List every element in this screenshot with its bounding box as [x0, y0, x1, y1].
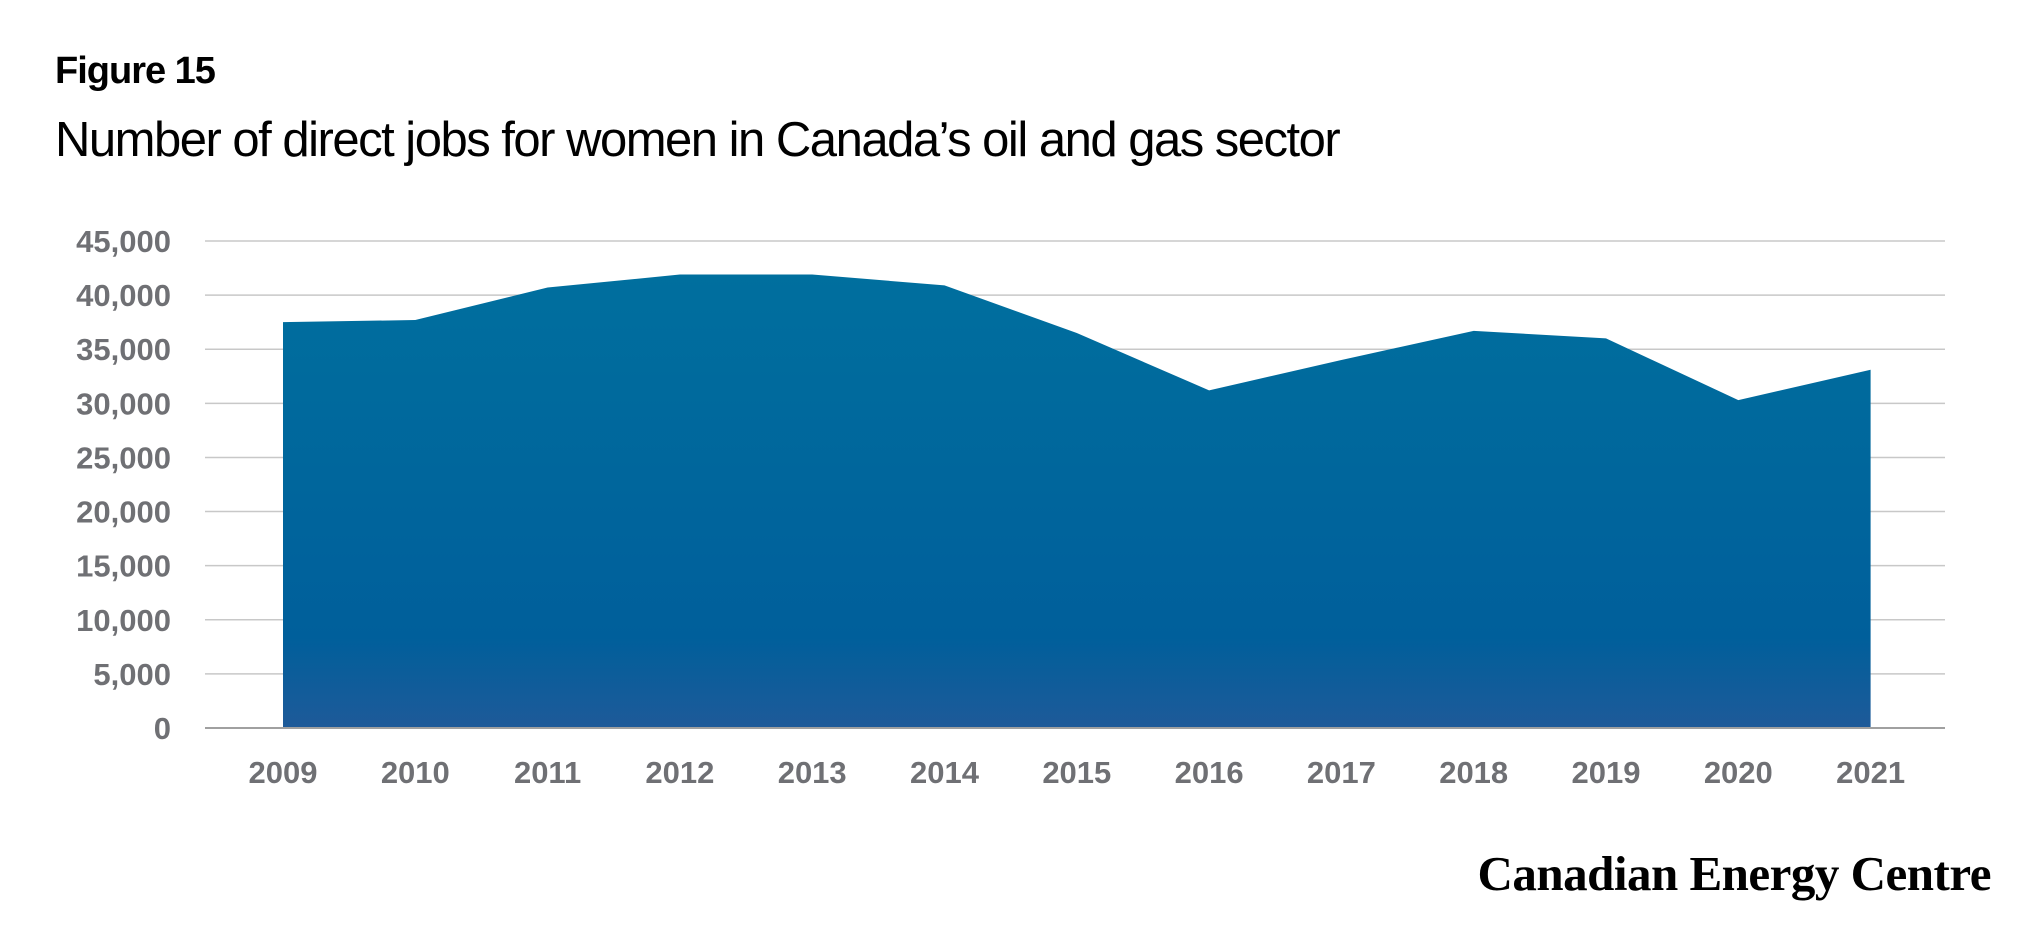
area-series: [283, 274, 1871, 728]
x-tick-label: 2013: [778, 755, 847, 790]
x-tick-label: 2020: [1704, 755, 1773, 790]
data-area: [283, 274, 1871, 728]
chart-title: Number of direct jobs for women in Canad…: [55, 113, 1341, 167]
x-tick-label: 2021: [1836, 755, 1905, 790]
y-axis-tick-labels: 0 5,000 10,000 15,000 20,000 25,000 30,000 35,0…: [76, 224, 171, 746]
x-axis-tick-labels: 2009 2010 2011 2012 2013 2014 2015 2016 2017 2018…: [249, 755, 1906, 790]
y-tick-label: 30,000: [76, 386, 171, 421]
y-tick-label: 10,000: [76, 603, 171, 638]
x-tick-label: 2015: [1042, 755, 1111, 790]
x-tick-label: 2018: [1439, 755, 1508, 790]
y-tick-label: 40,000: [76, 278, 171, 313]
x-tick-label: 2019: [1572, 755, 1641, 790]
brand-logo: Canadian Energy Centre: [1477, 846, 1991, 901]
x-tick-label: 2011: [514, 755, 581, 790]
y-tick-label: 5,000: [93, 657, 171, 692]
y-tick-label: 45,000: [76, 224, 171, 259]
y-tick-label: 20,000: [76, 495, 171, 530]
y-tick-label: 0: [154, 711, 171, 746]
figure-label: Figure 15: [55, 50, 216, 92]
x-tick-label: 2010: [381, 755, 450, 790]
x-tick-label: 2016: [1175, 755, 1244, 790]
y-tick-label: 15,000: [76, 549, 171, 584]
x-tick-label: 2017: [1307, 755, 1376, 790]
x-tick-label: 2012: [645, 755, 714, 790]
x-tick-label: 2009: [249, 755, 318, 790]
y-tick-label: 25,000: [76, 440, 171, 475]
x-tick-label: 2014: [910, 755, 980, 790]
y-tick-label: 35,000: [76, 332, 171, 367]
